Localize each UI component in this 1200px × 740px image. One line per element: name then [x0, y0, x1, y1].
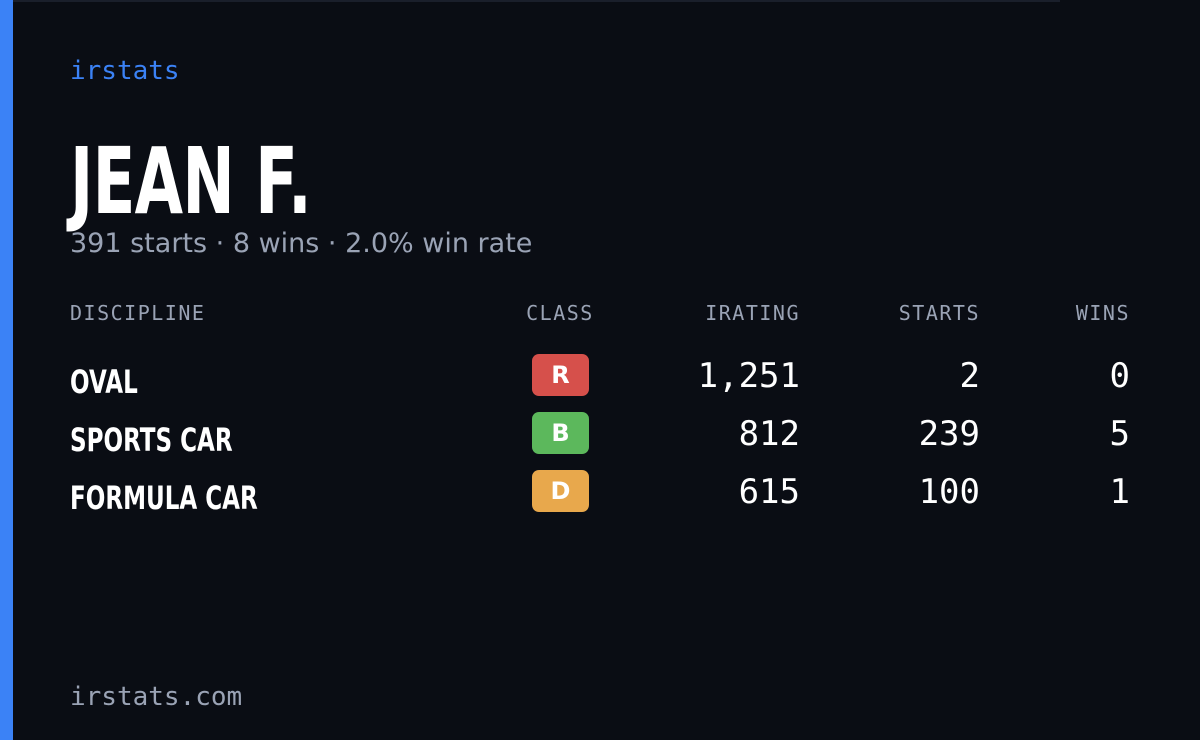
stat-value: 1	[1109, 472, 1130, 512]
brand: irstats	[70, 56, 180, 86]
stat-value: 239	[918, 414, 980, 454]
subtitle: 391 starts · 8 wins · 2.0% win rate	[70, 228, 533, 259]
class-badge: R	[532, 354, 589, 396]
divider	[0, 0, 1060, 2]
stat-value: 615	[738, 472, 800, 512]
column-header: WINS	[1075, 301, 1130, 325]
discipline: OVAL	[70, 363, 138, 401]
column-header: IRATING	[705, 301, 800, 325]
footer: irstats.com	[70, 682, 243, 712]
stat-value: 1,251	[697, 356, 800, 396]
accent-stripe	[0, 0, 13, 740]
column-header: CLASS	[526, 301, 594, 325]
driver-name: JEAN F.	[70, 128, 312, 235]
stat-value: 2	[959, 356, 980, 396]
column-header: STARTS	[898, 301, 980, 325]
stat-value: 0	[1109, 356, 1130, 396]
stat-value: 5	[1109, 414, 1130, 454]
class-badge: D	[532, 470, 589, 512]
discipline: SPORTS CAR	[70, 421, 233, 459]
class-badge: B	[532, 412, 589, 454]
stat-value: 812	[738, 414, 800, 454]
column-header: DISCIPLINE	[70, 301, 206, 325]
discipline: FORMULA CAR	[70, 479, 258, 517]
stat-value: 100	[918, 472, 980, 512]
